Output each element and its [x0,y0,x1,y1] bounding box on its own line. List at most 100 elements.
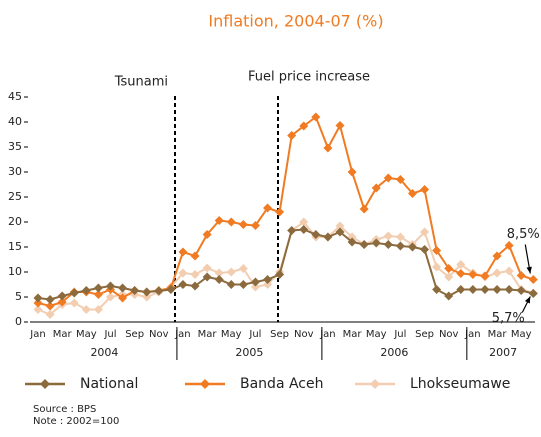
point [190,251,200,261]
x-tick-label: Mar [488,329,508,340]
point [456,285,466,294]
point [202,272,212,282]
point [178,268,188,278]
point [93,283,103,293]
point [335,227,345,237]
point [226,280,236,289]
legend-marker [200,379,210,389]
point [516,271,526,280]
point [420,245,430,254]
point [118,293,128,303]
point [444,272,454,282]
note: Note : 2002=100 [33,416,119,427]
point [432,246,442,255]
point [468,270,478,279]
x-tick-label: Jan [29,329,45,340]
point [226,217,236,227]
point [480,271,490,281]
y-tick-label: 25 [8,190,22,203]
point [142,287,152,297]
x-tick-label: Jul [248,329,261,340]
point [420,185,430,194]
y-tick-label: 20 [8,215,22,228]
y-tick-label: 30 [8,165,22,178]
point [287,226,297,235]
point [250,221,260,230]
point [214,275,224,284]
point [190,281,200,291]
point [468,285,478,294]
point [105,292,115,302]
x-tick-label: Nov [294,329,314,340]
x-tick-label: May [76,329,97,340]
point [57,297,67,307]
point [250,282,260,292]
x-tick-label: Nov [149,329,169,340]
point [432,262,442,272]
point [323,143,333,153]
arrow-head [526,266,532,274]
point [504,285,514,294]
point [359,204,369,214]
point [93,305,103,314]
point [371,238,381,248]
point [371,183,381,193]
point [214,216,224,225]
year-label: 2007 [489,346,517,359]
legend-marker [40,379,50,389]
x-tick-label: Mar [343,329,363,340]
point [263,275,273,284]
point [45,310,55,319]
point [226,267,236,277]
point [335,121,345,130]
point [130,286,140,295]
point [275,207,285,217]
x-tick-label: Mar [53,329,73,340]
point [33,293,43,303]
point [359,240,369,249]
year-label: 2006 [380,346,408,359]
point [299,225,309,234]
point [347,167,357,177]
x-tick-label: May [221,329,242,340]
point [287,131,297,140]
point [444,291,454,301]
point [263,203,273,213]
point [347,237,357,247]
point [504,241,514,250]
legend-label: National [80,376,138,392]
source: Source : BPS [33,404,96,415]
point [395,232,405,242]
x-tick-label: Jul [103,329,116,340]
point [214,268,224,278]
series-line [37,115,534,308]
year-label: 2004 [90,346,118,359]
point [311,112,321,122]
point [528,275,538,284]
x-tick-label: Jan [319,329,335,340]
point [263,280,273,289]
y-tick-label: 45 [8,90,22,103]
point [33,298,43,308]
point [407,242,417,252]
x-tick-label: Sep [270,329,289,340]
point [154,286,164,296]
point [383,240,393,249]
point [492,251,502,261]
y-tick-label: 10 [8,265,22,278]
point [81,286,91,295]
x-tick-label: Mar [198,329,218,340]
annotation: Tsunami [114,75,168,90]
point [105,281,115,291]
arrow-head [524,296,531,304]
point [57,291,67,301]
x-tick-label: May [366,329,387,340]
legend-label: Banda Aceh [240,376,324,392]
point [383,231,393,241]
point [69,288,79,298]
y-tick-label: 40 [8,115,22,128]
point [45,301,55,311]
y-tick-label: 15 [8,240,22,253]
point [407,189,417,198]
